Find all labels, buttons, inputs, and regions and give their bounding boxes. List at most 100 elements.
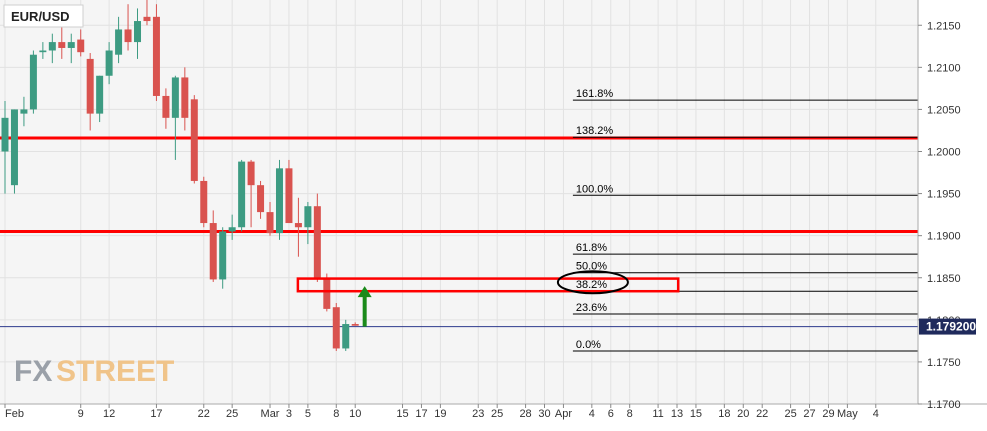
plot-area (0, 0, 918, 404)
candle-body (181, 77, 189, 118)
candle-body (96, 75, 104, 114)
candle-up (304, 202, 312, 245)
candle-body (20, 109, 28, 114)
candle-up (29, 50, 37, 114)
candle-body (105, 50, 113, 76)
candle-body (257, 185, 265, 213)
y-tick-label: 1.2150 (927, 20, 961, 32)
candle-down (200, 176, 208, 228)
up-arrow (357, 286, 372, 327)
candle-down (124, 4, 132, 51)
candle-body (304, 206, 312, 228)
x-tick-label: May (837, 408, 858, 420)
candle-down (257, 180, 265, 219)
highlight-box (296, 277, 680, 293)
y-tick-label: 1.2000 (927, 147, 961, 159)
current-price-label-box (919, 318, 976, 335)
candle-down (86, 53, 94, 131)
y-tick-label: 1.1750 (927, 357, 961, 369)
x-tick-label: 23 (472, 408, 484, 420)
candle-down (152, 4, 160, 101)
x-tick-label: 10 (349, 408, 361, 420)
x-tick-label: 4 (589, 408, 595, 420)
x-tick-label: 17 (415, 408, 427, 420)
fib-level-label: 138.2% (576, 125, 614, 137)
fib-layer: 161.8% 138.2% 100.0% 61.8% 50.0% 38.2% 23.6% 0.… (572, 88, 918, 352)
logo-street-part: STREET (56, 355, 174, 388)
x-tick-label: Mar (261, 408, 280, 420)
candle-body (219, 231, 227, 280)
candle-body (200, 180, 208, 224)
y-tick-label: 1.1700 (927, 399, 961, 411)
candle-body (342, 324, 350, 349)
candle-body (209, 223, 217, 280)
x-tick-label: 8 (333, 408, 339, 420)
candle-body (67, 42, 75, 48)
y-tick-label: 1.1950 (927, 189, 961, 201)
candle-down (332, 303, 340, 351)
x-tick-label: 6 (608, 408, 614, 420)
fib-level-label: 23.6% (576, 302, 607, 314)
candle-up (228, 214, 236, 240)
grid-layer (0, 0, 918, 405)
y-tick-label: 1.2100 (927, 62, 961, 74)
candle-body (285, 168, 293, 224)
x-tick-label: 25 (784, 408, 796, 420)
candle-up (96, 75, 104, 123)
candle-body (332, 307, 340, 349)
x-tick-label: 27 (803, 408, 815, 420)
fib-level-label: 100.0% (576, 183, 614, 195)
x-tick-label: 20 (737, 408, 749, 420)
candle-up (275, 159, 283, 240)
candle-body (313, 206, 321, 278)
candle-up (20, 96, 28, 127)
candle-body (294, 223, 302, 228)
candle-body (58, 42, 66, 48)
x-tick-label: 3 (286, 408, 292, 420)
x-tick-label: 8 (627, 408, 633, 420)
x-tick-label: 28 (519, 408, 531, 420)
candle-down (162, 88, 170, 129)
x-tick-label: 12 (103, 408, 115, 420)
candle-up (342, 319, 350, 351)
candle-body (39, 50, 47, 53)
overlay-layer (296, 270, 680, 327)
x-tick-label: 9 (78, 408, 84, 420)
candle-up (105, 42, 113, 85)
x-axis-labels: Feb 9 12 17 22 25 Mar 3 5 8 10 15 17 19 23 25 28 30 Apr 4 6 8… (4, 404, 879, 420)
candle-down (351, 322, 359, 326)
x-tick-label: 18 (718, 408, 730, 420)
candle-body (86, 58, 94, 114)
candle-down (77, 29, 85, 57)
y-tick-label: 1.2050 (927, 104, 961, 116)
x-tick-label: 29 (822, 408, 834, 420)
candle-body (124, 29, 132, 43)
x-tick-label: 25 (226, 408, 238, 420)
candle-body (190, 99, 198, 181)
x-tick-label: 4 (873, 408, 879, 420)
candle-body (10, 109, 18, 186)
candle-up (115, 16, 123, 64)
current-price-label-text: 1.179200 (926, 320, 976, 334)
candle-up (39, 42, 47, 59)
candle-up (171, 75, 179, 160)
fib-level-label: 61.8% (576, 242, 607, 254)
y-tick-label: 1.1850 (927, 273, 961, 285)
symbol-text: EUR/USD (11, 9, 70, 24)
x-tick-label: Apr (555, 408, 572, 420)
y-tick-label: 1.1900 (927, 231, 961, 243)
x-tick-label: 30 (538, 408, 550, 420)
candle-body (275, 168, 283, 234)
x-tick-label: 22 (198, 408, 210, 420)
candle-body (1, 117, 9, 152)
candle-down (181, 67, 189, 131)
fxstreet-logo: FX STREET (14, 355, 174, 388)
x-tick-label: 15 (690, 408, 702, 420)
candle-body (228, 227, 236, 232)
symbol-label-box (3, 4, 84, 28)
red-lines-layer (0, 136, 918, 328)
x-tick-label: 5 (305, 408, 311, 420)
candle-body (29, 54, 37, 110)
up-arrow-head (357, 286, 372, 298)
